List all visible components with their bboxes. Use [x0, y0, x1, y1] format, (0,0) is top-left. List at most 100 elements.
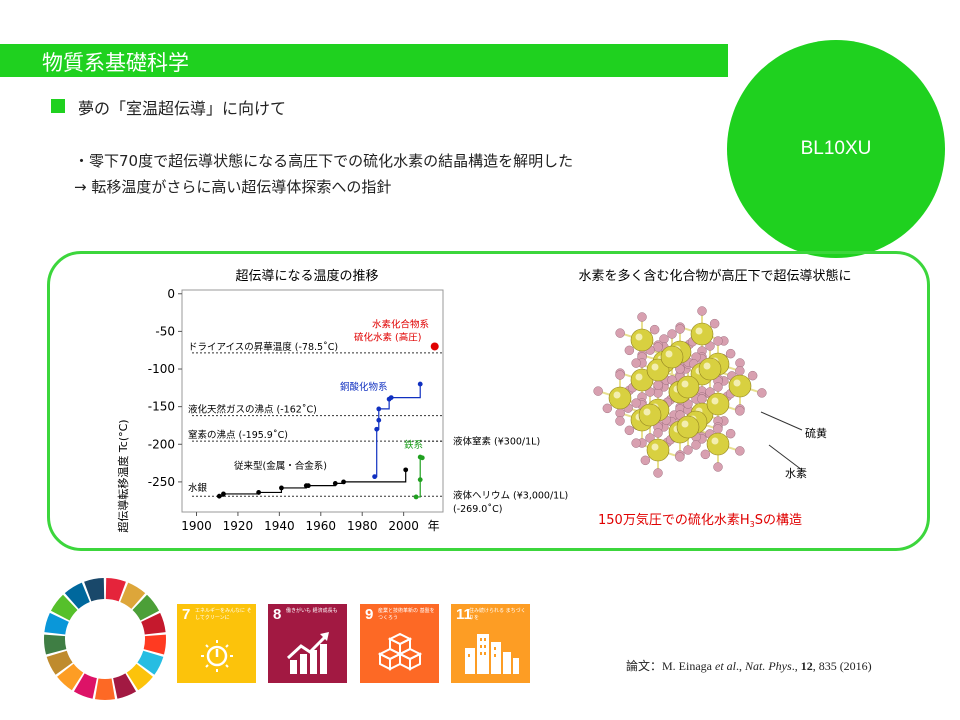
sdg-9-caption: 産業と技術革新の 基盤をつくろう	[378, 608, 435, 621]
x-tick-label: 1920	[223, 519, 254, 533]
sdg-wheel-segment	[57, 663, 84, 691]
crystal-structure-figure: 水素を多く含む化合物が高圧下で超伝導状態に 硫黄 水素 150万気圧での硫化水素…	[578, 268, 851, 529]
hydrogen-atom	[697, 306, 707, 316]
structure-caption: 150万気圧での硫化水素H3Sの構造	[598, 512, 802, 529]
sdg-7-caption: エネルギーをみんなに そしてクリーンに	[195, 608, 252, 621]
sulfur-atom	[706, 392, 730, 416]
data-point	[305, 483, 311, 489]
summary-line-2: → 転移温度がさらに高い超伝導体探索への指針	[74, 178, 392, 196]
data-point	[388, 395, 394, 401]
hydrogen-atom	[637, 312, 647, 322]
data-point	[256, 490, 262, 495]
beamline-label: BL10XU	[800, 138, 872, 159]
series-label: 鉄系	[404, 439, 423, 451]
sulfur-atom	[698, 357, 722, 381]
hydrogen-atom	[725, 348, 736, 359]
atom-highlight	[681, 420, 689, 428]
reference-line-label: ドライアイスの昇華温度 (-78.5˚C)	[188, 341, 338, 353]
hydrogen-atom	[697, 394, 707, 404]
subtitle: 夢の「室温超伝導」に向けて	[78, 99, 287, 118]
y-tick-label: -150	[148, 400, 175, 414]
atom-highlight	[711, 397, 719, 405]
series-step-line	[416, 456, 423, 498]
header-title: 物質系基礎科学	[42, 51, 189, 75]
y-tick-label: -100	[148, 362, 175, 376]
atom-highlight	[733, 379, 741, 387]
sdg-wheel-icon	[44, 578, 166, 700]
data-point	[417, 477, 423, 483]
sdg-tile-8: 8 働きがいも 経済成長も	[268, 604, 347, 683]
hydrogen-atom	[709, 318, 720, 329]
sulfur-atom	[660, 345, 684, 369]
sulfur-atom	[690, 322, 714, 346]
sdg-wheel-segment	[84, 578, 105, 602]
sulfur-atom	[646, 438, 670, 462]
plot-frame	[181, 289, 444, 513]
hydrogen-atom	[735, 406, 745, 416]
sdg-wheel-segment	[94, 678, 116, 700]
y-tick-label: -250	[148, 475, 175, 489]
x-axis-suffix: 年	[428, 519, 440, 533]
hydrogen-atom	[683, 445, 693, 455]
sdg-wheel-segment	[64, 582, 90, 609]
sdg-9-number: 9	[365, 606, 374, 623]
paper-reference: 論文：M. Einaga et al., Nat. Phys., 12, 835…	[626, 659, 872, 673]
hydrogen-atom	[631, 438, 641, 448]
sulfur-atom	[706, 432, 730, 456]
hydrogen-atom	[700, 449, 711, 460]
bullet-square-icon	[51, 99, 65, 113]
atom-highlight	[635, 373, 643, 381]
header-bar	[0, 44, 728, 77]
hydrogen-atom	[624, 345, 635, 356]
hydrogen-atom	[615, 370, 625, 380]
hydrogen-atom	[653, 428, 663, 438]
sulfur-label: 硫黄	[805, 426, 827, 440]
x-tick-label: 1940	[264, 519, 295, 533]
data-point	[341, 479, 346, 485]
hydrogen-atom	[713, 336, 723, 346]
hydrogen-atom	[667, 329, 677, 339]
sdg-8-number: 8	[273, 606, 282, 623]
hydrogen-atom	[735, 358, 745, 368]
sulfur-atom	[608, 386, 632, 410]
series-step-line	[374, 384, 421, 478]
hydrogen-atom	[713, 424, 723, 434]
atom-highlight	[665, 350, 673, 358]
series-label: 水素化合物系	[372, 319, 429, 331]
sdg-wheel-segment	[44, 634, 67, 655]
hydrogen-atom	[735, 366, 745, 376]
hydrogen-atom	[713, 462, 723, 472]
hydrogen-pointer	[768, 444, 803, 471]
sdg-wheel-segment	[143, 634, 166, 655]
hydrogen-atom	[653, 388, 663, 398]
data-point	[417, 381, 423, 387]
hydrogen-atom	[615, 408, 625, 418]
sdg-wheel-segment	[132, 594, 160, 621]
hydrogen-atom	[615, 416, 625, 426]
sulfur-atom	[638, 403, 662, 427]
atom-highlight	[651, 363, 659, 371]
hydrogen-atom	[631, 358, 641, 368]
tc-history-chart: 超伝導になる温度の推移 超伝導転移温度 Tc(°C) 0 -50 -100 -150 -…	[116, 268, 568, 533]
hydrogen-atom	[691, 440, 701, 450]
hydrogen-atom	[675, 452, 685, 462]
series-label: 水銀	[188, 482, 208, 494]
hydrogen-atom	[631, 398, 641, 408]
atom-highlight	[711, 437, 719, 445]
right-side-label: 液体窒素 (¥300/1L)	[453, 435, 540, 447]
hydrogen-atom	[624, 425, 635, 436]
hydrogen-atom	[675, 324, 685, 334]
sdg-11-number: 11	[456, 606, 472, 623]
atom-highlight	[695, 327, 703, 335]
hydrogen-atom	[757, 388, 767, 398]
atom-highlight	[651, 443, 659, 451]
x-tick-label: 1960	[306, 519, 337, 533]
atom-highlight	[635, 333, 643, 341]
sdg-wheel-segment	[137, 650, 164, 675]
sdg-8-caption: 働きがいも 経済成長も	[286, 608, 338, 614]
hydrogen-atom	[602, 403, 613, 414]
sdg-wheel-segment	[120, 582, 146, 609]
sdg-11-caption: 住み続けられる まちづくりを	[469, 608, 526, 621]
data-point	[413, 494, 419, 500]
sdg-wheel-segment	[44, 612, 69, 635]
